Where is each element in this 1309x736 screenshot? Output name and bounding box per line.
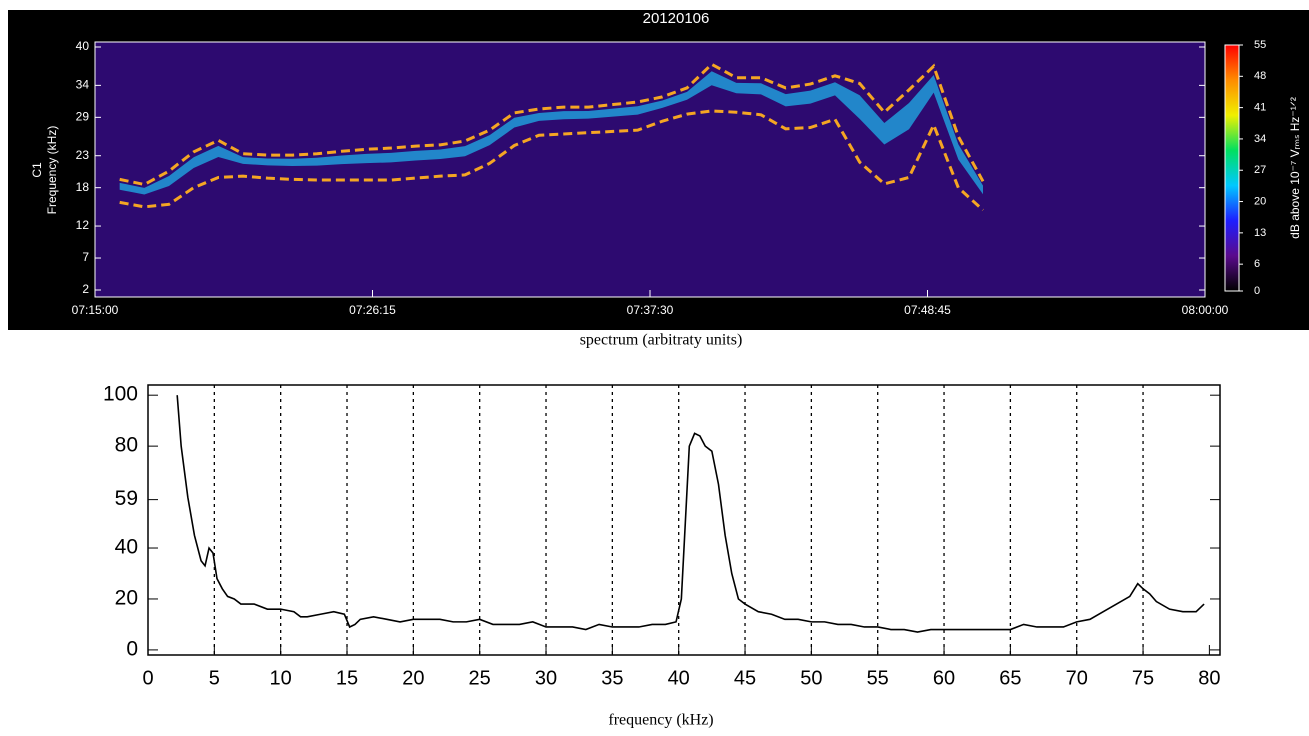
y-tick-label: 100	[103, 383, 138, 406]
x-tick-label: 55	[867, 667, 889, 689]
colorbar-tick-label: 55	[1254, 39, 1266, 51]
x-tick-label: 20	[402, 667, 424, 689]
x-tick-label: 25	[469, 667, 491, 689]
x-tick-label: 80	[1198, 667, 1220, 689]
chart-title: 20120106	[643, 10, 710, 27]
colorbar-tick-label: 13	[1254, 227, 1266, 239]
colorbar	[1224, 44, 1240, 292]
x-tick-label: 70	[1066, 667, 1088, 689]
x-tick-label: 30	[535, 667, 557, 689]
x-tick-label: 60	[933, 667, 955, 689]
y-tick-label: 40	[115, 536, 138, 559]
boundary-line	[119, 62, 985, 187]
x-tick-label: 07:26:15	[349, 303, 396, 317]
colorbar-tick-label: 34	[1254, 133, 1266, 145]
panel-label: C1	[30, 162, 44, 178]
x-tick-label: 75	[1132, 667, 1154, 689]
plot-background	[95, 42, 1205, 297]
y-axis-label: spectrum (arbitraty units)	[580, 332, 743, 349]
colorbar-tick-label: 0	[1254, 285, 1260, 297]
y-tick-label: 2	[82, 282, 89, 296]
colorbar-tick-label: 48	[1254, 70, 1266, 82]
x-tick-label: 50	[800, 667, 822, 689]
y-tick-label: 59	[115, 487, 138, 510]
y-tick-label: 29	[76, 110, 90, 124]
x-tick-label: 35	[601, 667, 623, 689]
x-tick-label: 07:48:45	[904, 303, 951, 317]
y-tick-label: 40	[76, 39, 90, 53]
y-tick-label: 20	[115, 587, 138, 610]
colorbar-label: dB above 10⁻⁷ Vᵣₘₛ Hz⁻¹ᐟ²	[1288, 97, 1302, 239]
x-tick-label: 07:15:00	[72, 303, 119, 317]
plot-frame	[147, 384, 1221, 656]
colorbar-tick-label: 27	[1254, 164, 1266, 176]
y-tick-label: 23	[76, 148, 90, 162]
x-tick-label: 65	[999, 667, 1021, 689]
x-tick-label: 15	[336, 667, 358, 689]
colorbar-tick-label: 20	[1254, 195, 1266, 207]
y-axis-label: Frequency (kHz)	[45, 126, 59, 215]
x-tick-label: 10	[270, 667, 292, 689]
y-tick-label: 12	[76, 218, 90, 232]
y-tick-label: 18	[76, 180, 90, 194]
y-tick-label: 7	[82, 250, 89, 264]
y-tick-label: 0	[126, 637, 138, 660]
colorbar-tick-label: 6	[1254, 258, 1260, 270]
y-tick-label: 34	[76, 78, 90, 92]
y-tick-label: 80	[115, 434, 138, 457]
x-axis-label: frequency (kHz)	[608, 712, 713, 729]
emission-band	[119, 71, 983, 195]
x-tick-label: 5	[209, 667, 220, 689]
x-tick-label: 07:37:30	[627, 303, 674, 317]
boundary-line	[119, 109, 985, 212]
x-tick-label: 0	[142, 667, 153, 689]
spectrum-line	[176, 395, 1205, 633]
x-tick-label: 08:00:00	[1182, 303, 1229, 317]
x-tick-label: 45	[734, 667, 756, 689]
colorbar-tick-label: 41	[1254, 102, 1266, 114]
x-tick-label: 40	[668, 667, 690, 689]
